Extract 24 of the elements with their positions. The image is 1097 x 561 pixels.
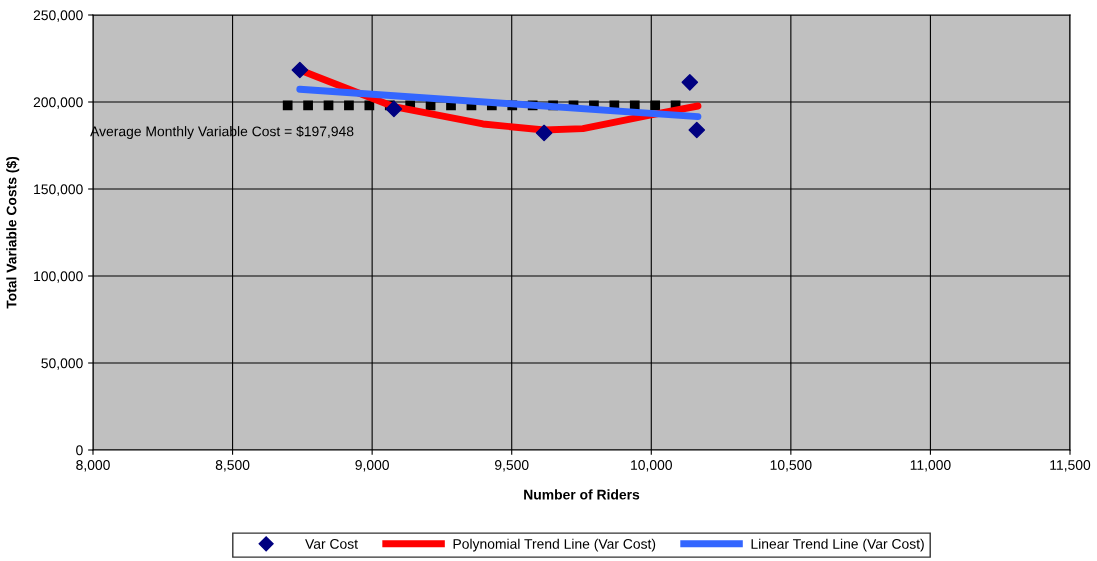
y-tick-label: 50,000 bbox=[41, 358, 83, 370]
legend-label: Linear Trend Line (Var Cost) bbox=[751, 538, 924, 552]
x-tick-label: 9,500 bbox=[494, 460, 529, 472]
y-axis-title: Total Variable Costs ($) bbox=[6, 156, 20, 309]
y-tick-label: 200,000 bbox=[33, 97, 83, 109]
legend-label: Var Cost bbox=[305, 538, 358, 549]
x-tick-label: 11,500 bbox=[1050, 460, 1091, 472]
point bbox=[535, 124, 553, 142]
y-tick-label: 150,000 bbox=[34, 184, 83, 196]
point bbox=[385, 100, 403, 118]
x-tick-label: 9,000 bbox=[355, 460, 389, 472]
x-tick-label: 10,500 bbox=[770, 460, 812, 472]
x-tick-label: 8,500 bbox=[215, 460, 250, 472]
x-axis-title: Number of Riders bbox=[524, 489, 640, 500]
x-tick-label: 10,000 bbox=[631, 460, 672, 472]
point bbox=[681, 74, 699, 91]
y-tick-label: 100,000 bbox=[34, 271, 83, 283]
point bbox=[291, 61, 309, 79]
y-tick-label: 0 bbox=[76, 445, 83, 456]
x-tick-label: 8,000 bbox=[76, 460, 110, 472]
legend-label: Polynomial Trend Line (Var Cost) bbox=[453, 538, 656, 552]
point bbox=[688, 121, 706, 139]
x-tick-label: 11,000 bbox=[910, 460, 951, 472]
y-tick-label: 250,000 bbox=[33, 10, 83, 22]
